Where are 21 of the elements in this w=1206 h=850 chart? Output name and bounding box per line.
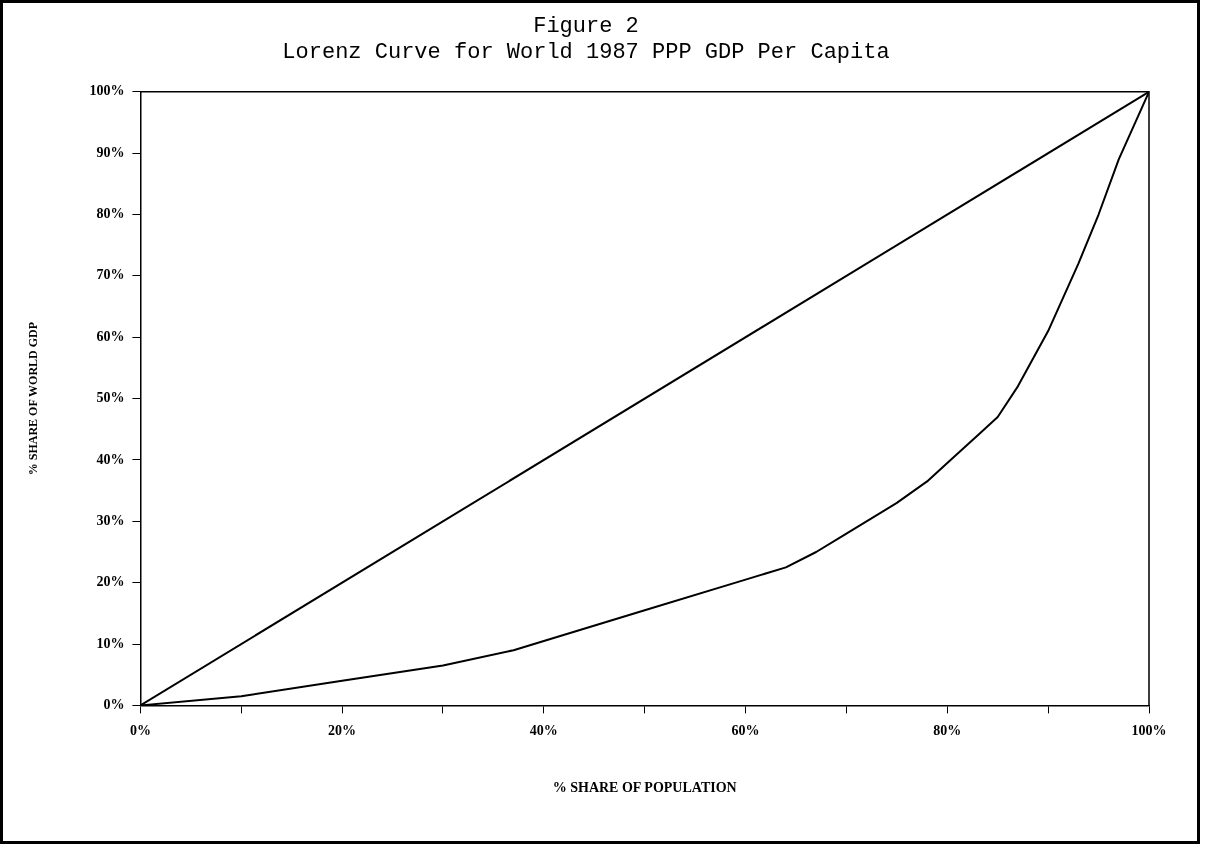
x-tick-label: 40% [529, 723, 558, 739]
y-axis-title: % SHARE OF WORLD GDP [26, 321, 41, 476]
chart-title: Figure 2 [533, 14, 639, 40]
x-tick-label: 100% [1131, 723, 1167, 739]
y-tick-label: 20% [96, 574, 125, 590]
y-tick-label: 10% [96, 635, 125, 651]
y-tick-label: 70% [96, 267, 125, 283]
y-tick-label: 60% [96, 328, 125, 344]
x-axis-title: % SHARE OF POPULATION [552, 780, 737, 796]
x-tick-label: 20% [328, 723, 357, 739]
y-tick-label: 0% [103, 697, 125, 713]
y-tick-label: 30% [96, 512, 125, 528]
x-tick-label: 80% [933, 723, 962, 739]
y-tick-label: 100% [89, 83, 125, 99]
y-tick-label: 50% [96, 390, 125, 406]
y-tick-label: 90% [96, 144, 125, 160]
x-tick-label: 0% [129, 723, 151, 739]
chart-subtitle: Lorenz Curve for World 1987 PPP GDP Per Capita [282, 40, 890, 66]
x-tick-label: 60% [731, 723, 760, 739]
y-tick-label: 80% [96, 206, 125, 222]
y-tick-label: 40% [96, 451, 125, 467]
